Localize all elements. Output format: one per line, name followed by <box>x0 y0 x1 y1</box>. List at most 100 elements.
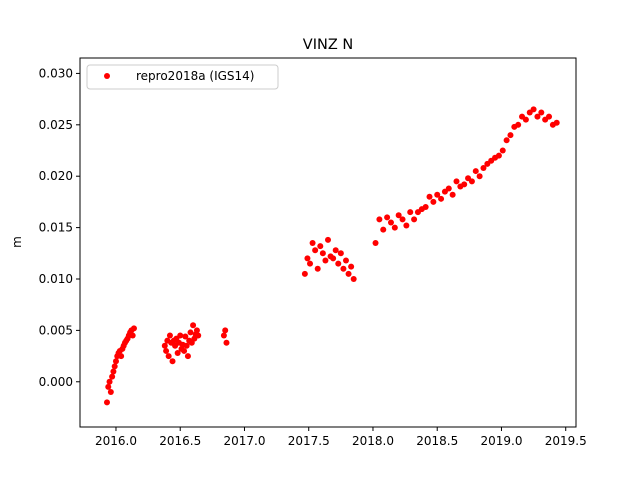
data-point <box>103 399 110 406</box>
data-point <box>109 373 116 380</box>
data-point <box>330 255 337 262</box>
data-point <box>426 193 433 200</box>
data-point <box>407 209 414 216</box>
y-tick-label: 0.005 <box>39 323 73 337</box>
data-point <box>380 226 387 233</box>
data-point <box>304 255 311 262</box>
data-point <box>166 332 173 339</box>
data-point <box>495 152 502 159</box>
y-tick-label: 0.020 <box>39 169 73 183</box>
x-axis: 2016.0 2016.5 2017.0 2017.5 2018.0 2018.5 2019… <box>95 427 587 448</box>
data-point <box>472 168 479 175</box>
x-tick-label: 2018.0 <box>352 434 394 448</box>
data-point <box>222 327 229 334</box>
data-point <box>322 257 329 264</box>
legend-marker <box>104 73 110 79</box>
data-point <box>345 270 352 277</box>
data-point <box>112 358 119 365</box>
data-point <box>399 216 406 223</box>
data-point <box>314 265 321 272</box>
x-tick-label: 2019.0 <box>480 434 522 448</box>
x-tick-label: 2019.5 <box>545 434 587 448</box>
data-point <box>499 147 506 154</box>
data-point <box>187 329 194 336</box>
data-point <box>177 332 184 339</box>
data-point <box>384 214 391 221</box>
data-point <box>307 260 314 267</box>
data-point <box>461 181 468 188</box>
data-point <box>403 222 410 229</box>
data-point <box>195 332 202 339</box>
chart-title: VINZ N <box>303 37 353 53</box>
data-point <box>434 191 441 198</box>
x-tick-label: 2016.0 <box>95 434 137 448</box>
data-point <box>184 353 191 360</box>
plot-area <box>103 106 560 406</box>
data-point <box>337 250 344 257</box>
data-point <box>301 270 308 277</box>
y-tick-label: 0.000 <box>39 375 73 389</box>
data-point <box>332 247 339 254</box>
data-point <box>411 216 418 223</box>
y-tick-label: 0.025 <box>39 118 73 132</box>
data-point <box>422 204 429 211</box>
data-point <box>105 383 112 390</box>
data-point <box>468 178 475 185</box>
data-point <box>165 353 172 360</box>
y-axis-label: m <box>10 236 24 248</box>
data-point <box>174 349 181 356</box>
x-tick-label: 2017.0 <box>223 434 265 448</box>
data-point <box>317 243 324 250</box>
legend: repro2018a (IGS14) <box>86 64 279 90</box>
data-point <box>182 333 189 340</box>
legend-box <box>86 64 279 90</box>
data-point <box>325 236 331 243</box>
data-point <box>476 173 483 180</box>
data-point <box>453 178 460 185</box>
data-point <box>335 260 342 267</box>
data-point <box>553 119 560 126</box>
data-point <box>118 353 125 360</box>
data-point <box>445 185 452 192</box>
data-point <box>430 198 437 205</box>
data-point <box>348 263 355 270</box>
data-point <box>395 212 402 219</box>
data-point <box>319 250 326 257</box>
data-point <box>507 132 514 139</box>
data-point <box>130 325 137 332</box>
data-point <box>546 113 553 120</box>
data-point <box>163 347 170 354</box>
data-point <box>376 216 383 223</box>
data-point <box>220 332 227 339</box>
x-tick-label: 2016.5 <box>159 434 201 448</box>
data-point <box>538 109 545 116</box>
data-point <box>438 195 445 202</box>
data-point <box>515 121 522 128</box>
y-tick-label: 0.030 <box>39 66 73 80</box>
data-point <box>110 368 117 375</box>
x-tick-label: 2018.5 <box>416 434 458 448</box>
data-point <box>534 113 541 120</box>
y-axis: 0.000 0.005 0.010 0.015 0.020 0.025 0.030 <box>39 66 80 389</box>
data-point <box>183 342 190 349</box>
data-point <box>161 342 168 349</box>
data-point <box>181 347 188 354</box>
data-point <box>350 275 357 282</box>
data-point <box>190 322 197 329</box>
data-point <box>530 106 537 113</box>
y-tick-label: 0.010 <box>39 272 73 286</box>
data-point <box>169 358 176 365</box>
data-point <box>387 219 394 226</box>
data-point <box>111 363 118 370</box>
axes-frame <box>79 57 577 428</box>
y-tick-label: 0.015 <box>39 221 73 235</box>
data-point <box>312 247 319 254</box>
data-point <box>106 378 113 385</box>
data-point <box>193 327 200 334</box>
data-point <box>522 116 529 123</box>
data-point <box>107 389 114 396</box>
data-point <box>391 224 398 231</box>
data-point <box>372 240 379 247</box>
data-point <box>449 191 456 198</box>
